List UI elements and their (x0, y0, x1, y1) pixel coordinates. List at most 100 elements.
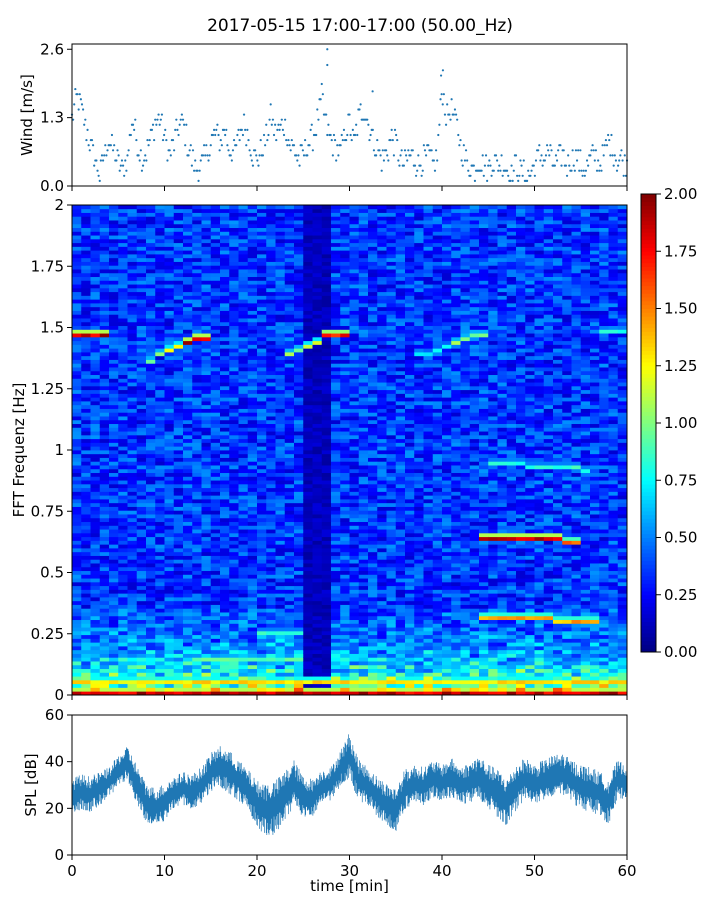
spectrogram-cell (220, 597, 230, 602)
spectrogram-cell (201, 438, 212, 443)
wind-point (269, 103, 272, 106)
spectrogram-cell (155, 434, 165, 440)
spectrogram-cell (210, 329, 221, 334)
spectrogram-cell (118, 612, 128, 617)
spectrogram-cell (136, 401, 147, 406)
spectrogram-cell (340, 310, 350, 315)
spectrogram-cell (173, 461, 184, 466)
spectrogram-cell (210, 389, 221, 394)
spectrogram-cell (90, 419, 101, 425)
spectrogram-cell (284, 499, 295, 504)
wind-point (155, 123, 158, 126)
spectrogram-cell (127, 216, 138, 221)
spectrogram-cell (358, 438, 369, 443)
spectrogram-cell (164, 348, 175, 353)
spectrogram-cell (275, 593, 286, 598)
wind-point (242, 113, 246, 116)
spectrogram-cell (321, 566, 332, 572)
spectrogram-cell (257, 306, 267, 311)
spectrogram-cell (173, 548, 184, 553)
spectrogram-cell (173, 329, 184, 334)
spectrogram-cell (192, 510, 202, 515)
spectrogram-cell (81, 280, 91, 285)
spectrogram-cell (136, 310, 147, 315)
spectrogram-cell (72, 468, 82, 474)
spectrogram-cell (164, 227, 175, 232)
spectrogram-cell (368, 431, 378, 436)
spectrogram-cell (349, 393, 360, 398)
spectrogram-cell (109, 548, 119, 553)
spectrogram-cell (257, 352, 267, 357)
spectrogram-cell (294, 287, 304, 293)
spectrogram-cell (229, 325, 239, 330)
wind-point (194, 159, 197, 162)
spectrogram-cell (146, 638, 156, 643)
spectrogram-cell (90, 619, 101, 624)
spectrogram-cell (294, 661, 304, 666)
spectrogram-cell (90, 468, 101, 474)
spectrogram-cell (136, 453, 147, 458)
spectrogram-cell (183, 378, 193, 383)
spectrogram-cell (340, 385, 350, 391)
spectrogram-cell (127, 336, 138, 342)
spectrogram-cell (284, 367, 295, 372)
spectrogram-cell (72, 216, 82, 221)
spectrogram-cell (377, 299, 387, 304)
spectrogram-cell (349, 397, 360, 402)
spectrogram-cell (164, 514, 175, 519)
spectrogram-cell (312, 216, 323, 221)
spectrogram-cell (146, 612, 156, 617)
spectrogram-cell (192, 336, 202, 342)
spectrogram-cell (229, 370, 239, 376)
spectrogram-cell (257, 382, 267, 387)
spectrogram-cell (164, 566, 175, 572)
spectrogram-cell (210, 529, 221, 534)
spectrogram-cell (331, 427, 341, 432)
spectrogram-cell (201, 423, 212, 428)
spectrogram-cell (247, 212, 258, 217)
spectrogram-cell (294, 220, 304, 225)
spectrogram-cell (294, 502, 304, 507)
spectrogram-cell (275, 468, 286, 474)
spectrogram-cell (155, 551, 165, 556)
spectrogram-cell (349, 657, 360, 662)
spectrogram-cell (90, 333, 101, 338)
spectrogram-cell (72, 487, 82, 492)
spectrogram-cell (90, 540, 101, 545)
spectrogram-cell (72, 393, 82, 398)
spectrogram-cell (127, 442, 138, 447)
spectrogram-cell (109, 634, 119, 639)
spectrogram-cell (294, 525, 304, 530)
wind-point (337, 154, 340, 157)
spectrogram-cell (275, 291, 286, 296)
spectrogram-cell (155, 419, 165, 425)
spectrogram-cell (294, 284, 304, 289)
spectrogram-cell (349, 363, 360, 368)
spectrogram-cell (192, 287, 202, 293)
spectrogram-cell (109, 344, 119, 349)
spectrogram-cell (321, 378, 332, 383)
spectrogram-cell (247, 370, 258, 376)
spectrogram-cell (118, 303, 128, 308)
spectrogram-cell (340, 563, 350, 568)
spectrogram-cell (155, 355, 165, 360)
spectrogram-cell (266, 446, 276, 451)
spectrogram-cell (312, 600, 323, 605)
spectrogram-cell (247, 303, 258, 308)
spectrogram-cell (331, 570, 341, 575)
spectrogram-cell (303, 691, 313, 696)
spectrogram-cell (201, 257, 212, 262)
spectrogram-cell (136, 333, 147, 338)
spectrogram-cell (155, 661, 165, 666)
spectrogram-cell (238, 359, 249, 364)
spectrogram-cell (321, 404, 332, 409)
spectrogram-cell (275, 325, 286, 330)
spectrogram-cell (377, 348, 387, 353)
spectrogram-cell (146, 525, 156, 530)
spectrogram-cell (238, 272, 249, 278)
spectrogram-cell (331, 401, 341, 406)
spectrogram-cell (192, 555, 202, 560)
spectrogram-cell (201, 291, 212, 296)
spectrogram-cell (358, 638, 369, 643)
spectrogram-cell (173, 242, 184, 247)
